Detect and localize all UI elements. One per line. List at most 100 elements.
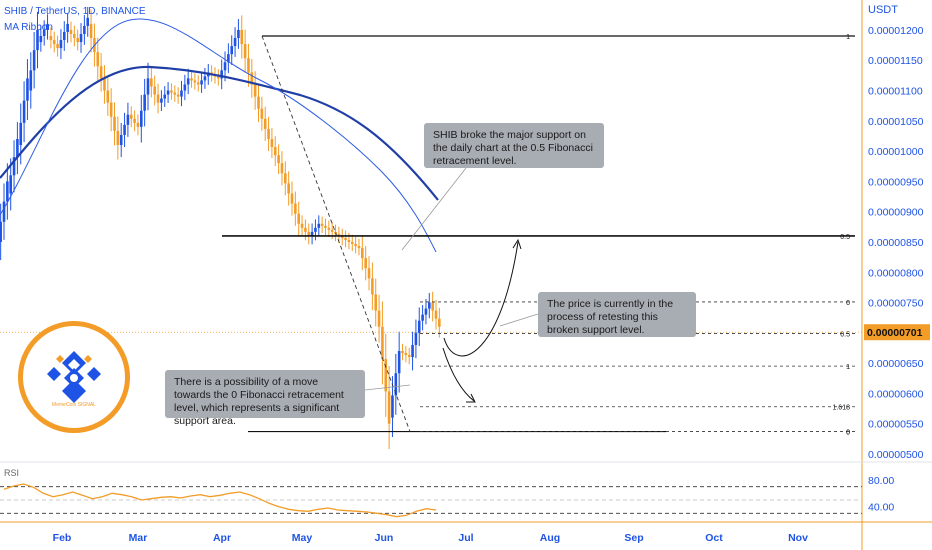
x-tick-label: Feb (53, 532, 72, 544)
callout-pointer (401, 167, 467, 251)
candle-body (227, 54, 230, 63)
arrow-down-icon (466, 393, 476, 403)
candle-body (307, 231, 311, 236)
fib-level-label: 0 (846, 430, 850, 437)
candle-body (56, 44, 59, 49)
ma-line-fast (0, 18, 437, 253)
candle-body (223, 62, 227, 71)
annotation-fib-target[interactable]: There is a possibility of a move towards… (165, 370, 365, 427)
candle-body (49, 36, 53, 41)
candle-body (190, 78, 193, 81)
candle-body (103, 78, 106, 91)
candle-body (217, 76, 220, 79)
fib-minor-label: 0 (846, 430, 850, 437)
currency-label[interactable]: USDT (868, 4, 898, 16)
candle-body (119, 134, 123, 146)
rsi-line (3, 483, 437, 518)
candle-body (394, 373, 398, 396)
y-tick-label: 0.00000900 (868, 207, 924, 219)
candle-body (89, 23, 93, 39)
candle-body (150, 78, 153, 87)
candle-body (287, 183, 290, 194)
candle-body (166, 90, 170, 95)
x-tick-label: Oct (705, 532, 723, 544)
candle-body (337, 233, 341, 236)
y-tick-label: 0.00001200 (868, 25, 924, 37)
candle-body (414, 332, 418, 345)
y-tick-label: 0.00000800 (868, 267, 924, 279)
candle-body (411, 344, 414, 358)
current-price-label: 0.00000701 (867, 327, 923, 339)
candle-body (99, 66, 103, 79)
projection-down-path (442, 347, 475, 402)
candle-body (183, 84, 187, 91)
candle-body (69, 29, 73, 34)
candle-body (327, 227, 331, 230)
candle-body (367, 268, 371, 279)
candle-body (79, 33, 83, 43)
candle-body (431, 302, 434, 311)
candle-body (237, 29, 240, 39)
candle-body (354, 243, 357, 247)
candle-body (424, 308, 428, 315)
y-tick-label: 0.00001100 (868, 86, 923, 98)
candle-body (73, 33, 76, 39)
x-tick-label: Nov (788, 532, 808, 544)
candle-body (163, 94, 167, 99)
candle-body (240, 29, 244, 45)
candle-body (397, 351, 401, 374)
candle-body (36, 29, 39, 51)
y-tick-label: 0.00000500 (868, 449, 924, 461)
candle-body (381, 326, 384, 360)
candle-body (29, 70, 33, 91)
candle-body (364, 258, 367, 269)
candle-body (310, 231, 314, 236)
callout-pointer (364, 384, 411, 391)
candle-body (133, 118, 136, 123)
candle-body (123, 124, 126, 135)
y-tick-label: 0.00000600 (868, 388, 924, 400)
candle-body (407, 355, 411, 358)
candle-body (404, 353, 408, 356)
fib-trend-line (261, 35, 411, 432)
candle-body (317, 223, 321, 228)
y-tick-label: 0.00000850 (868, 237, 924, 249)
x-tick-label: Apr (213, 532, 231, 544)
x-tick-label: Sep (624, 532, 643, 544)
indicator-label[interactable]: MA Ribbon (4, 22, 53, 33)
candle-body (200, 80, 203, 85)
candle-body (260, 108, 264, 119)
annotation-support-break[interactable]: SHIB broke the major support on the dail… (424, 123, 604, 168)
annotation-retest[interactable]: The price is currently in the process of… (538, 292, 696, 337)
candle-body (83, 25, 86, 34)
candle-body (247, 58, 250, 73)
y-tick-label: 0.00001150 (868, 55, 923, 67)
candle-body (96, 52, 100, 67)
candle-body (263, 118, 267, 129)
fib-minor-label: 0 (846, 300, 850, 307)
candle-body (19, 122, 23, 146)
candle-body (243, 44, 247, 59)
candle-body (170, 90, 173, 93)
y-tick-label: 0.00000550 (868, 419, 924, 431)
candle-body (52, 40, 56, 45)
chart-title: SHIB / TetherUS, 1D, BINANCE (4, 6, 146, 17)
candle-body (6, 181, 9, 202)
ma-line-slow (0, 65, 439, 201)
candle-body (136, 122, 140, 127)
y-tick-label: 0.00001050 (868, 116, 924, 128)
x-tick-label: Aug (540, 532, 560, 544)
brand-logo: MemeCoin SIGNAL (18, 321, 130, 433)
candle-body (257, 96, 260, 109)
candle-body (267, 128, 270, 139)
candle-body (129, 114, 133, 119)
candle-body (290, 193, 294, 204)
fib-level-label: 0.5 (840, 234, 850, 241)
candle-body (176, 94, 180, 97)
candle-body (330, 229, 334, 232)
candle-body (26, 78, 29, 101)
candle-body (253, 84, 257, 97)
candle-body (143, 94, 146, 111)
candle-body (9, 175, 12, 194)
